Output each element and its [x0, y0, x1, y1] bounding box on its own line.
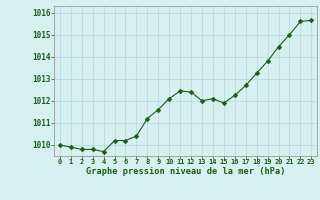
X-axis label: Graphe pression niveau de la mer (hPa): Graphe pression niveau de la mer (hPa): [86, 167, 285, 176]
